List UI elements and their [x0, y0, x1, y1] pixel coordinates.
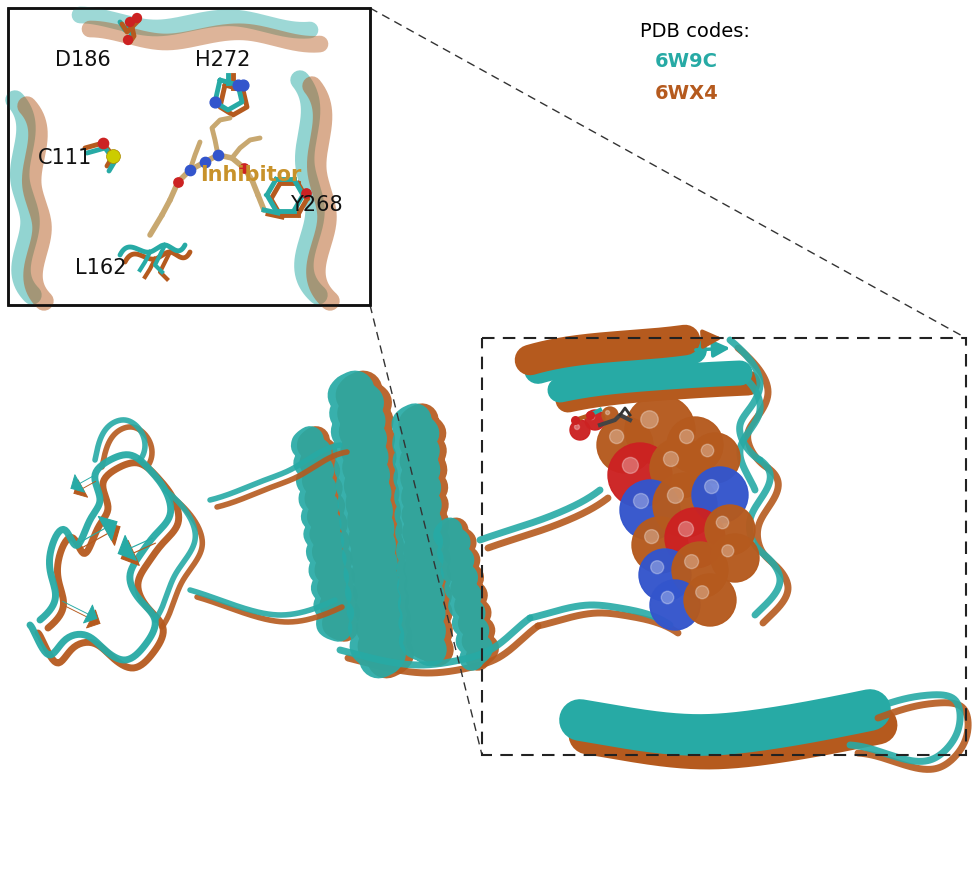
Circle shape	[597, 417, 653, 473]
Circle shape	[701, 444, 713, 456]
Circle shape	[705, 480, 718, 494]
Circle shape	[692, 467, 748, 523]
Bar	[8, 8, 370, 305]
Point	[129, 11, 144, 25]
Circle shape	[644, 530, 659, 544]
Circle shape	[625, 395, 695, 465]
Bar	[482, 338, 966, 755]
Circle shape	[650, 580, 700, 630]
Circle shape	[684, 555, 699, 569]
Text: 6W9C: 6W9C	[655, 52, 718, 71]
Text: PDB codes:: PDB codes:	[640, 22, 750, 41]
Point	[197, 155, 213, 169]
Point	[299, 186, 314, 200]
Point	[120, 33, 136, 47]
Circle shape	[696, 585, 709, 598]
Text: Inhibitor: Inhibitor	[200, 165, 302, 185]
Circle shape	[662, 591, 673, 604]
Point	[236, 161, 252, 175]
Circle shape	[575, 424, 580, 429]
Point	[170, 175, 185, 189]
Point	[122, 15, 138, 29]
Circle shape	[653, 473, 717, 537]
Point	[105, 149, 121, 163]
Circle shape	[623, 457, 638, 474]
Circle shape	[590, 415, 594, 420]
Circle shape	[672, 542, 728, 598]
Point	[567, 413, 583, 427]
Circle shape	[602, 407, 618, 423]
Circle shape	[667, 417, 723, 473]
Circle shape	[664, 451, 678, 467]
Bar	[8, 8, 370, 305]
Circle shape	[668, 488, 683, 503]
Point	[210, 148, 225, 162]
Circle shape	[608, 443, 672, 507]
Text: 6WX4: 6WX4	[655, 84, 718, 103]
Circle shape	[610, 429, 624, 443]
Circle shape	[570, 420, 590, 440]
Point	[235, 78, 251, 92]
Circle shape	[722, 544, 734, 557]
Circle shape	[641, 411, 658, 429]
Text: C111: C111	[38, 148, 93, 168]
Circle shape	[716, 517, 729, 529]
Circle shape	[650, 438, 710, 498]
Text: Y268: Y268	[290, 195, 343, 215]
Circle shape	[665, 508, 725, 568]
Circle shape	[633, 494, 648, 509]
Circle shape	[605, 410, 610, 415]
Circle shape	[711, 534, 759, 582]
Circle shape	[705, 505, 755, 555]
Circle shape	[639, 549, 691, 601]
Text: H272: H272	[195, 50, 251, 70]
Circle shape	[690, 433, 740, 483]
Circle shape	[585, 410, 605, 430]
Circle shape	[651, 561, 664, 574]
Circle shape	[632, 517, 688, 573]
Point	[230, 78, 246, 92]
Circle shape	[620, 480, 680, 540]
Circle shape	[678, 522, 694, 537]
Point	[183, 163, 198, 177]
Circle shape	[684, 574, 736, 626]
Circle shape	[679, 429, 694, 443]
Point	[207, 95, 223, 109]
Text: D186: D186	[55, 50, 110, 70]
Point	[583, 408, 598, 422]
Text: L162: L162	[75, 258, 127, 278]
Point	[96, 136, 111, 150]
